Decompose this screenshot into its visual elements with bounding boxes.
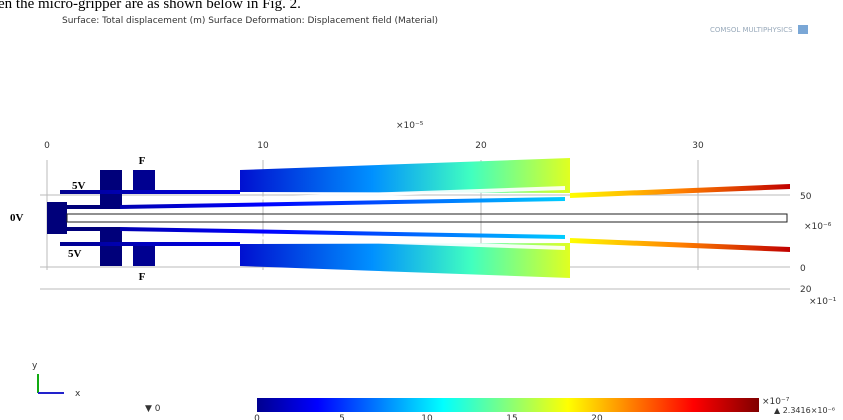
colorbar-tick-label: 10 xyxy=(421,414,433,420)
terminal-label: F xyxy=(139,155,146,167)
colorbar-max: ▲ 2.3416×10⁻⁶ xyxy=(774,406,835,415)
terminal-label: F xyxy=(139,271,146,283)
colorbar xyxy=(257,398,759,412)
x-multiplier: ×10⁻⁵ xyxy=(396,121,424,131)
x-tick-label: 10 xyxy=(257,141,269,151)
x-tick-label: 30 xyxy=(692,141,704,151)
y-multiplier: ×10⁻¹ xyxy=(809,297,837,307)
logo-icon xyxy=(798,25,808,34)
caption: en the micro-gripper are as shown below … xyxy=(0,0,301,12)
colorbar-multiplier: ×10⁻⁷ xyxy=(762,397,790,407)
y-tick-label: 20 xyxy=(800,285,812,295)
colorbar-tick-label: 5 xyxy=(339,414,345,420)
axis-triad xyxy=(37,374,64,394)
y-multiplier: ×10⁻⁶ xyxy=(804,222,832,232)
terminal-label: 5V xyxy=(68,248,82,260)
y-tick-label: 0 xyxy=(800,264,806,274)
triad-label: y xyxy=(32,361,38,371)
gripper xyxy=(47,158,790,278)
colorbar-tick-label: 0 xyxy=(254,414,260,420)
y-tick-label: 50 xyxy=(800,192,812,202)
colorbar-tick-label: 20 xyxy=(591,414,603,420)
colorbar-tick-label: 15 xyxy=(506,414,517,420)
x-tick-label: 20 xyxy=(475,141,487,151)
logo: COMSOL MULTIPHYSICS xyxy=(710,26,793,34)
triad-label: x xyxy=(75,389,81,399)
terminal-label: 0V xyxy=(10,212,24,224)
terminal-label: 5V xyxy=(72,180,86,192)
x-tick-label: 0 xyxy=(44,141,50,151)
colorbar-min: ▼ 0 xyxy=(145,404,161,414)
plot-title: Surface: Total displacement (m) Surface … xyxy=(62,16,438,26)
